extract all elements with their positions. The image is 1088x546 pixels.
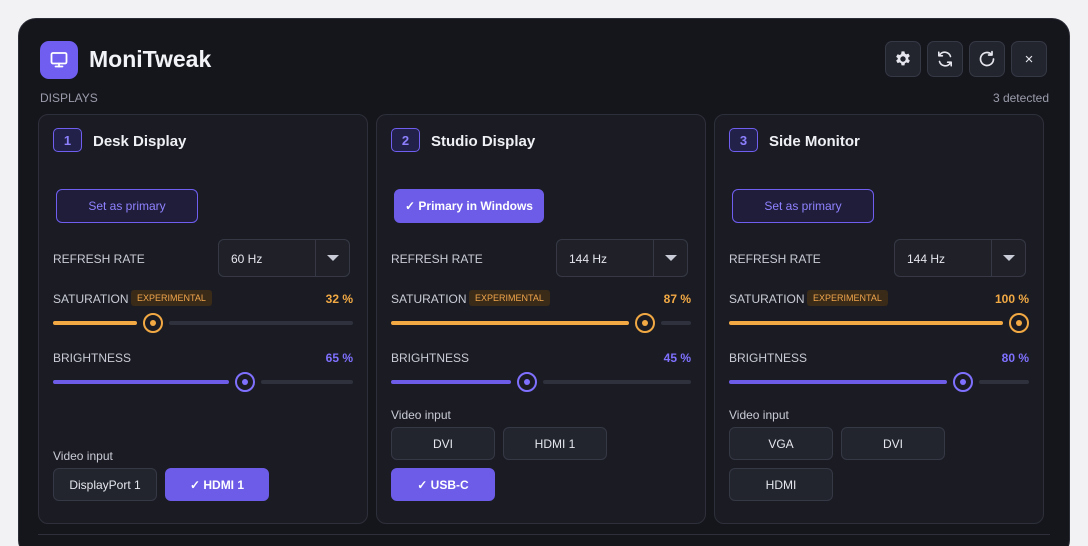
experimental-badge: EXPERIMENTAL bbox=[469, 290, 550, 306]
slider-thumb[interactable] bbox=[1009, 313, 1029, 333]
chevron-down-icon bbox=[327, 255, 339, 261]
sync-button[interactable] bbox=[927, 41, 963, 77]
brightness-value: 45 % bbox=[663, 351, 691, 365]
video-input-label: Video input bbox=[391, 408, 451, 422]
gear-icon bbox=[896, 51, 910, 66]
slider-track bbox=[661, 321, 691, 325]
brightness-slider[interactable] bbox=[391, 372, 691, 392]
app-window: MoniTweak × DISPLAYS 3 detected 1 Desk D… bbox=[18, 18, 1070, 546]
refresh-rate-value: 144 Hz bbox=[569, 252, 608, 266]
slider-track bbox=[261, 380, 353, 384]
settings-button[interactable] bbox=[885, 41, 921, 77]
video-input-option[interactable]: DVI bbox=[841, 427, 945, 460]
video-input-option-selected[interactable]: ✓ USB-C bbox=[391, 468, 495, 501]
slider-thumb[interactable] bbox=[953, 372, 973, 392]
refresh-rate-select[interactable]: 60 Hz bbox=[218, 239, 350, 277]
display-card-3: 3 Side Monitor Set as primary REFRESH RA… bbox=[714, 114, 1044, 524]
brightness-slider[interactable] bbox=[53, 372, 353, 392]
brightness-slider[interactable] bbox=[729, 372, 1029, 392]
close-button[interactable]: × bbox=[1011, 41, 1047, 77]
brightness-label: BRIGHTNESS bbox=[53, 351, 132, 365]
experimental-badge: EXPERIMENTAL bbox=[131, 290, 212, 306]
display-number-badge: 1 bbox=[53, 128, 82, 152]
refresh-rate-select[interactable]: 144 Hz bbox=[894, 239, 1026, 277]
slider-fill bbox=[391, 380, 511, 384]
select-divider bbox=[315, 240, 316, 276]
slider-fill bbox=[729, 380, 947, 384]
brightness-label: BRIGHTNESS bbox=[729, 351, 808, 365]
slider-fill bbox=[391, 321, 629, 325]
saturation-slider[interactable] bbox=[729, 313, 1029, 333]
saturation-slider[interactable] bbox=[53, 313, 353, 333]
brightness-value: 80 % bbox=[1001, 351, 1029, 365]
chevron-down-icon bbox=[665, 255, 677, 261]
slider-fill bbox=[53, 380, 229, 384]
slider-track bbox=[543, 380, 691, 384]
video-input-option[interactable]: HDMI 1 bbox=[503, 427, 607, 460]
set-primary-button[interactable]: Set as primary bbox=[56, 189, 198, 223]
slider-track bbox=[169, 321, 353, 325]
display-name: Side Monitor bbox=[769, 133, 860, 150]
saturation-value: 87 % bbox=[663, 292, 691, 306]
refresh-rate-value: 60 Hz bbox=[231, 252, 263, 266]
section-label: DISPLAYS bbox=[40, 91, 98, 105]
display-name: Studio Display bbox=[431, 133, 536, 150]
video-input-option[interactable]: DVI bbox=[391, 427, 495, 460]
refresh-rate-label: REFRESH RATE bbox=[729, 252, 821, 266]
display-number-badge: 2 bbox=[391, 128, 420, 152]
display-number-badge: 3 bbox=[729, 128, 758, 152]
video-input-option[interactable]: HDMI bbox=[729, 468, 833, 501]
sync-icon bbox=[937, 51, 953, 67]
saturation-label: SATURATION bbox=[729, 292, 805, 306]
slider-thumb[interactable] bbox=[635, 313, 655, 333]
refresh-rate-label: REFRESH RATE bbox=[53, 252, 145, 266]
refresh-rate-value: 144 Hz bbox=[907, 252, 946, 266]
refresh-button[interactable] bbox=[969, 41, 1005, 77]
saturation-value: 100 % bbox=[994, 292, 1029, 306]
slider-fill bbox=[53, 321, 137, 325]
primary-in-windows-button[interactable]: ✓ Primary in Windows bbox=[394, 189, 544, 223]
saturation-slider[interactable] bbox=[391, 313, 691, 333]
video-input-label: Video input bbox=[729, 408, 789, 422]
monitor-icon bbox=[40, 41, 78, 79]
close-icon: × bbox=[1024, 50, 1034, 68]
set-primary-button[interactable]: Set as primary bbox=[732, 189, 874, 223]
video-input-label: Video input bbox=[53, 449, 113, 463]
app-title: MoniTweak bbox=[89, 46, 212, 72]
display-card-2: 2 Studio Display ✓ Primary in Windows RE… bbox=[376, 114, 706, 524]
refresh-rate-select[interactable]: 144 Hz bbox=[556, 239, 688, 277]
video-input-option[interactable]: VGA bbox=[729, 427, 833, 460]
display-name: Desk Display bbox=[93, 133, 187, 150]
experimental-badge: EXPERIMENTAL bbox=[807, 290, 888, 306]
brightness-label: BRIGHTNESS bbox=[391, 351, 470, 365]
detected-count: 3 detected bbox=[992, 91, 1049, 105]
refresh-icon bbox=[979, 50, 995, 67]
saturation-label: SATURATION bbox=[391, 292, 467, 306]
select-divider bbox=[653, 240, 654, 276]
select-divider bbox=[991, 240, 992, 276]
display-card-1: 1 Desk Display Set as primary REFRESH RA… bbox=[38, 114, 368, 524]
slider-track bbox=[979, 380, 1029, 384]
footer-divider bbox=[38, 534, 1050, 535]
saturation-value: 32 % bbox=[325, 292, 353, 306]
saturation-label: SATURATION bbox=[53, 292, 129, 306]
slider-fill bbox=[729, 321, 1003, 325]
slider-thumb[interactable] bbox=[235, 372, 255, 392]
brightness-value: 65 % bbox=[325, 351, 353, 365]
refresh-rate-label: REFRESH RATE bbox=[391, 252, 483, 266]
chevron-down-icon bbox=[1003, 255, 1015, 261]
slider-thumb[interactable] bbox=[517, 372, 537, 392]
video-input-option[interactable]: DisplayPort 1 bbox=[53, 468, 157, 501]
video-input-option-selected[interactable]: ✓ HDMI 1 bbox=[165, 468, 269, 501]
slider-thumb[interactable] bbox=[143, 313, 163, 333]
